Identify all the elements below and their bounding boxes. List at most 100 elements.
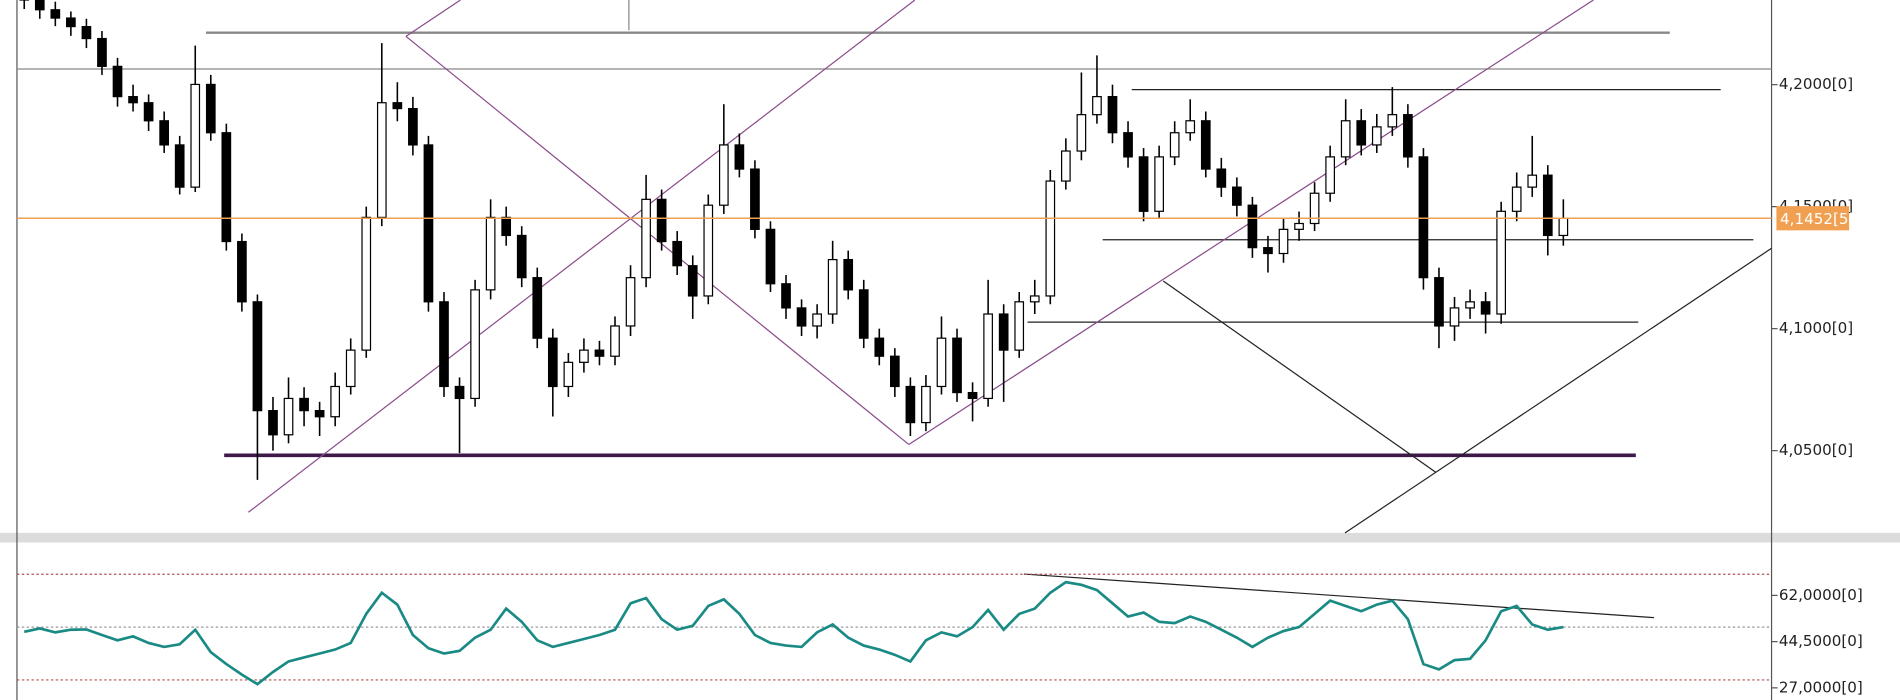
candle-body bbox=[858, 289, 869, 339]
candle-body bbox=[174, 144, 185, 188]
candle-body bbox=[610, 325, 620, 357]
candle-body bbox=[392, 102, 403, 110]
panel-separator bbox=[0, 532, 1900, 543]
candle-body bbox=[1216, 168, 1227, 188]
candle-body bbox=[1263, 247, 1273, 255]
candle-body bbox=[1294, 222, 1304, 230]
candle-body bbox=[376, 102, 387, 218]
candle-body bbox=[50, 9, 61, 19]
candle-body bbox=[1138, 156, 1149, 212]
candle-body bbox=[718, 144, 729, 206]
candle-body bbox=[205, 83, 216, 134]
channel-line bbox=[405, 0, 461, 37]
candle-body bbox=[252, 301, 263, 412]
candle-body bbox=[1200, 120, 1211, 170]
candle-body bbox=[796, 307, 807, 327]
candle-body bbox=[1309, 192, 1320, 225]
candle-body bbox=[501, 216, 512, 237]
candle-body bbox=[921, 385, 931, 424]
candle-body bbox=[128, 96, 138, 104]
candle-body bbox=[408, 107, 418, 146]
y-tick-label: 4,0500[0] bbox=[1779, 441, 1853, 459]
candle-body bbox=[952, 337, 962, 394]
candle-body bbox=[1418, 156, 1429, 279]
candle-body bbox=[687, 265, 698, 297]
candle-body bbox=[781, 283, 791, 309]
candle-body bbox=[1340, 120, 1351, 158]
candle-body bbox=[34, 0, 45, 11]
candle-body bbox=[81, 25, 92, 40]
candle-body bbox=[159, 120, 170, 146]
y-tick-label: 44,5000[0] bbox=[1779, 632, 1863, 650]
candle-body bbox=[1232, 186, 1242, 206]
y-tick-label: 62,0000[0] bbox=[1779, 586, 1863, 604]
candle-body bbox=[1029, 295, 1040, 303]
candle-body bbox=[656, 198, 667, 243]
candle-body bbox=[361, 216, 372, 351]
candle-body bbox=[734, 144, 745, 170]
candle-body bbox=[221, 132, 232, 243]
candle-body bbox=[905, 385, 916, 424]
candle-body bbox=[547, 337, 558, 388]
candle-body bbox=[516, 234, 527, 279]
candle-body bbox=[579, 349, 589, 363]
candle-body bbox=[1278, 228, 1289, 255]
trend-line bbox=[1162, 280, 1437, 473]
y-tick-label: 4,2000[0] bbox=[1779, 75, 1853, 93]
candle-body bbox=[1123, 132, 1133, 158]
candle-body bbox=[1480, 301, 1491, 315]
candle-body bbox=[1511, 186, 1522, 212]
candle-body bbox=[454, 385, 465, 400]
candle-body bbox=[1045, 180, 1056, 297]
candle-body bbox=[889, 355, 900, 388]
candle-body bbox=[268, 410, 278, 436]
candle-body bbox=[283, 397, 294, 436]
candle-body bbox=[314, 410, 325, 418]
candle-body bbox=[532, 277, 543, 339]
current-price-badge bbox=[1776, 206, 1850, 231]
candle-body bbox=[485, 216, 496, 291]
channel-line bbox=[248, 0, 916, 513]
candle-body bbox=[1092, 96, 1102, 116]
candle-body bbox=[1542, 174, 1553, 237]
candle-body bbox=[750, 168, 760, 230]
candle-body bbox=[345, 349, 356, 388]
y-tick-label: 4,1000[0] bbox=[1779, 319, 1853, 337]
candle-body bbox=[936, 337, 947, 388]
candle-body bbox=[1403, 114, 1413, 158]
candle-body bbox=[1527, 174, 1538, 188]
candle-body bbox=[672, 240, 683, 267]
candle-body bbox=[998, 313, 1009, 351]
candle-body bbox=[812, 313, 822, 327]
trend-line bbox=[1344, 247, 1772, 534]
candle-body bbox=[983, 313, 993, 400]
candle-body bbox=[1154, 156, 1164, 212]
candle-body bbox=[190, 83, 201, 188]
candle-body bbox=[625, 277, 636, 327]
candle-body bbox=[1107, 96, 1118, 134]
candle-body bbox=[1496, 210, 1507, 315]
candle-body bbox=[1061, 150, 1071, 182]
candle-body bbox=[1076, 114, 1087, 152]
candle-body bbox=[439, 301, 449, 388]
candle-body bbox=[1449, 307, 1460, 327]
candle-body bbox=[1558, 217, 1569, 237]
candle-body bbox=[470, 289, 480, 400]
current-price-label: 4,1452[5] bbox=[1780, 210, 1854, 228]
candle-body bbox=[1169, 132, 1180, 158]
candle-body bbox=[66, 17, 76, 28]
candle-body bbox=[874, 337, 885, 357]
candle-body bbox=[1465, 301, 1475, 309]
candle-body bbox=[641, 198, 651, 279]
candle-body bbox=[237, 240, 247, 303]
candle-body bbox=[330, 385, 341, 418]
rsi-line bbox=[23, 580, 1564, 686]
candle-body bbox=[1356, 120, 1367, 146]
candle-body bbox=[143, 102, 154, 122]
candle-body bbox=[594, 349, 605, 357]
candle-body bbox=[1185, 120, 1196, 134]
y-tick-label: 27,0000[0] bbox=[1779, 678, 1863, 696]
candle-body bbox=[703, 204, 714, 297]
